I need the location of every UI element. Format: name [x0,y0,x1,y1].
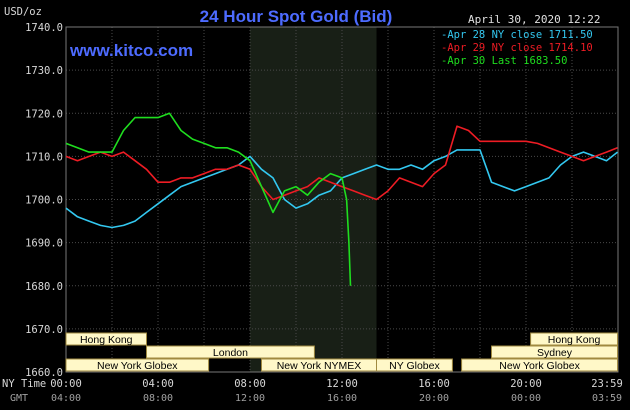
legend-entry-2: -Apr 29 NY close 1714.10 [441,42,593,54]
market-session-label: Sydney [537,347,573,359]
grid-lines [65,26,619,373]
gmt-label: GMT [10,393,28,404]
series-layer [65,112,618,286]
date-time: April 30, 2020 12:22 [468,13,600,26]
y-unit-label: USD/oz [4,6,42,18]
market-session-label: NY Globex [389,360,440,372]
legend: -Apr 28 NY close 1711.50-Apr 29 NY close… [441,29,593,67]
y-tick-label: 1730.0 [25,65,63,77]
x-tick-label-gmt: 03:59 [592,393,622,404]
x-tick-label-gmt: 08:00 [143,393,173,404]
y-tick-label: 1660.0 [25,367,63,379]
y-tick-label: 1680.0 [25,281,63,293]
x-tick-label-ny: 20:00 [510,378,542,390]
market-session-label: New York Globex [499,360,580,372]
y-tick-label: 1700.0 [25,195,63,207]
x-tick-label-gmt: 16:00 [327,393,357,404]
ny-time-label: NY Time [2,378,46,390]
market-session-bar [146,345,315,359]
x-tick-label-ny: 23:59 [591,378,623,390]
x-tick-label-gmt: 00:00 [511,393,541,404]
y-tick-label: 1690.0 [25,238,63,250]
market-session-label: Hong Kong [548,334,601,346]
y-tick-label: 1710.0 [25,151,63,163]
market-session-label: New York NYMEX [277,360,362,372]
x-tick-label-gmt: 12:00 [235,393,265,404]
market-session-bar [65,332,147,346]
legend-entry-3: -Apr 30 Last 1683.50 [441,55,567,67]
market-session-label: New York Globex [97,360,178,372]
y-tick-label: 1670.0 [25,324,63,336]
market-session-bar [65,358,210,372]
x-tick-label-ny: 04:00 [142,378,174,390]
x-tick-label-gmt: 20:00 [419,393,449,404]
x-axis-ticks: 00:00 04:00 08:00 12:00 16:00 20:00 23:59 04:00… [50,378,623,404]
site-logo: www.kitco.com [69,41,193,60]
x-tick-label-ny: 16:00 [418,378,450,390]
chart-title: 24 Hour Spot Gold (Bid) [200,7,393,26]
y-tick-label: 1720.0 [25,108,63,120]
legend-entry-1: -Apr 28 NY close 1711.50 [441,29,593,41]
market-session-bar [461,358,619,372]
market-session-bar [376,358,453,372]
x-tick-label-gmt: 04:00 [51,393,81,404]
series-line-2 [65,125,618,201]
market-session-bar [530,332,619,346]
x-tick-label-ny: 00:00 [50,378,82,390]
x-tick-label-ny: 08:00 [234,378,266,390]
market-sessions: Hong Kong London New York Globex New York N… [65,332,619,372]
y-tick-label: 1740.0 [25,22,63,34]
x-tick-label-ny: 12:00 [326,378,358,390]
series-line-3 [65,112,352,286]
y-axis-ticks: 1740.0 1730.0 1720.0 1710.0 1700.0 1690.0 1680… [25,22,63,379]
plot-border [65,26,619,373]
market-session-bar [491,345,619,359]
market-session-label: Hong Kong [80,334,133,346]
market-session-label: London [213,347,248,359]
